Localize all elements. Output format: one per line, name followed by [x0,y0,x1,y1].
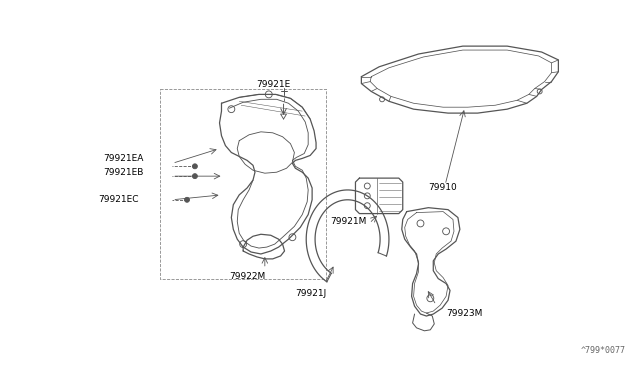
Text: 79921EB: 79921EB [103,168,143,177]
Text: 79921EA: 79921EA [103,154,143,163]
Text: 79923M: 79923M [446,308,483,318]
Text: 79922M: 79922M [229,272,266,281]
Circle shape [193,164,197,169]
Text: 79921J: 79921J [296,289,326,298]
Text: 79910: 79910 [428,183,457,192]
Circle shape [193,174,197,179]
Circle shape [184,197,189,202]
Text: 79921EC: 79921EC [99,195,139,204]
Text: 79921E: 79921E [256,80,290,89]
Text: ^799*0077: ^799*0077 [580,346,625,355]
Text: 79921M: 79921M [330,217,366,226]
